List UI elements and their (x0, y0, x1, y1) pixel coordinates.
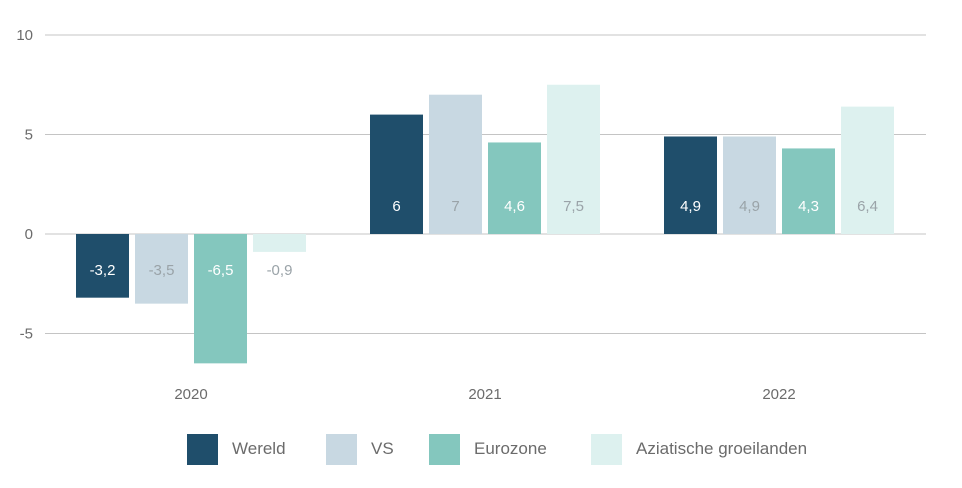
legend-swatch (591, 433, 622, 465)
legend-item: Eurozone (429, 432, 547, 466)
legend-swatch (187, 433, 218, 465)
legend-label: Eurozone (474, 439, 547, 458)
category-label: 2021 (468, 386, 501, 403)
bar-2021-wereld (370, 114, 423, 234)
bar-2021-vs (429, 94, 482, 234)
bar-2020-vs (135, 234, 188, 304)
data-label: 4,3 (798, 198, 819, 215)
data-label: -0,9 (267, 262, 293, 279)
data-label: 4,6 (504, 198, 525, 215)
bar-2022-vs (723, 136, 776, 234)
legend-swatch (429, 433, 460, 465)
data-label: -6,5 (208, 262, 234, 279)
legend-item: Wereld (187, 432, 286, 466)
bar-2020-eurozone (194, 234, 247, 364)
data-label: 7 (451, 198, 459, 215)
category-label: 2020 (174, 386, 207, 403)
y-tick-label: 5 (25, 127, 33, 144)
legend-label: VS (371, 439, 394, 458)
bar-2020-aziatische-groeilanden (253, 234, 306, 252)
bar-2021-eurozone (488, 142, 541, 234)
bar-2021-aziatische-groeilanden (547, 84, 600, 234)
legend: Wereld VS Eurozone Aziatische groeilanden (0, 432, 962, 472)
bar-2020-wereld (76, 234, 129, 298)
data-labels: -3,2 -3,5 -6,5 -0,9 6 7 4,6 7,5 4,9 4,9 4,3 6,4 (90, 198, 878, 279)
legend-swatch (326, 433, 357, 465)
data-label: 4,9 (739, 198, 760, 215)
gridlines (45, 34, 926, 334)
data-label: 6,4 (857, 198, 878, 215)
legend-item: VS (326, 432, 394, 466)
data-label: 6 (392, 198, 400, 215)
bars (76, 84, 894, 364)
category-label: 2022 (762, 386, 795, 403)
y-tick-label: 10 (16, 27, 33, 44)
data-label: 4,9 (680, 198, 701, 215)
y-tick-label: 0 (25, 226, 33, 243)
y-axis-tick-labels: 10 5 0 -5 (16, 27, 33, 343)
legend-item: Aziatische groeilanden (591, 432, 807, 466)
data-label: -3,5 (149, 262, 175, 279)
bar-2022-wereld (664, 136, 717, 234)
bar-2022-aziatische-groeilanden (841, 106, 894, 234)
y-tick-label: -5 (20, 326, 33, 343)
data-label: -3,2 (90, 262, 116, 279)
legend-label: Wereld (232, 439, 286, 458)
x-axis-category-labels: 2020 2021 2022 (174, 386, 795, 403)
legend-label: Aziatische groeilanden (636, 439, 808, 458)
bar-2022-eurozone (782, 148, 835, 234)
data-label: 7,5 (563, 198, 584, 215)
